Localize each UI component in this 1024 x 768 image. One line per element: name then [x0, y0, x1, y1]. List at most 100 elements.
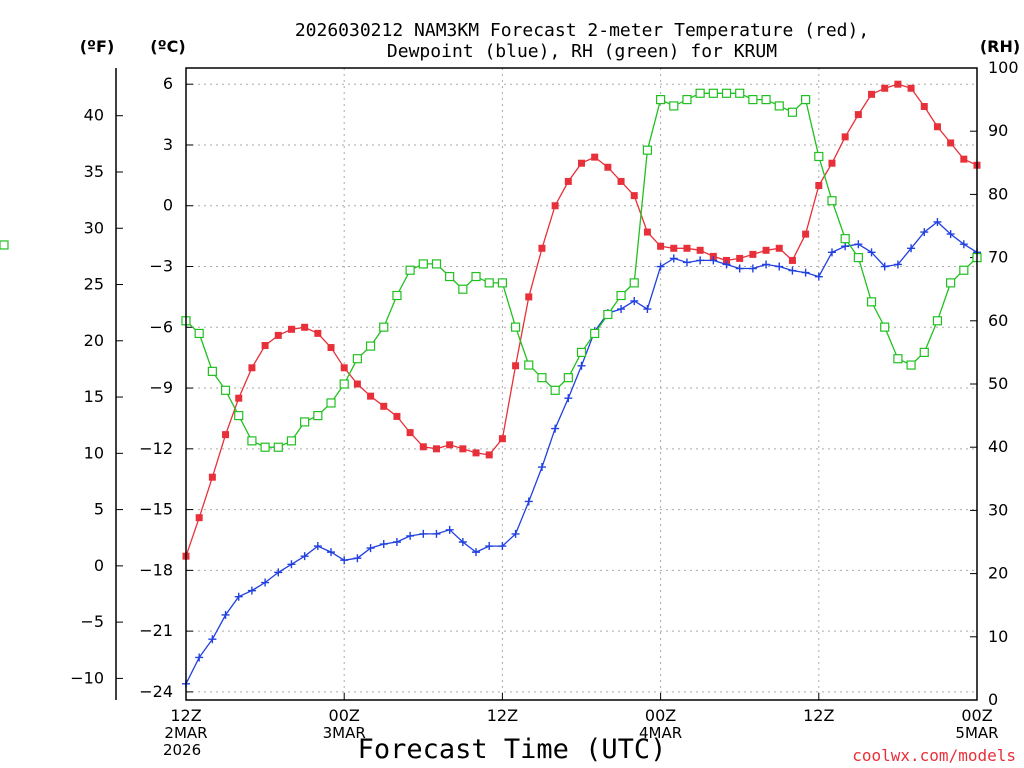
data-point: [392, 538, 401, 546]
x-axis-title: Forecast Time (UTC): [358, 734, 667, 765]
data-point: [327, 548, 336, 557]
data-point: [907, 84, 915, 92]
data-point: [379, 322, 389, 332]
data-point: [854, 240, 863, 249]
data-point: [247, 436, 257, 446]
data-point: [815, 181, 823, 189]
data-point: [853, 253, 863, 263]
data-point: [735, 264, 744, 273]
data-point: [485, 542, 494, 551]
celsius-tick-label: 0: [163, 196, 173, 215]
data-point: [643, 305, 652, 314]
data-point: [774, 101, 784, 111]
chart-title-line-1: 2026030212 NAM3KM Forecast 2-meter Tempe…: [295, 20, 869, 41]
data-point: [314, 329, 322, 337]
data-point: [932, 316, 943, 326]
data-point: [841, 242, 850, 251]
data-point: [498, 435, 506, 443]
celsius-tick-label: −6: [149, 317, 173, 336]
fahrenheit-tick-label: −5: [80, 612, 104, 631]
fahrenheit-tick-label: 30: [84, 218, 104, 237]
data-point: [446, 441, 454, 449]
fahrenheit-tick-label: 5: [94, 500, 104, 519]
data-point: [339, 379, 349, 389]
rh-tick-label: 50: [988, 374, 1008, 393]
data-point: [221, 610, 230, 619]
data-point: [459, 445, 467, 453]
fahrenheit-axis: 40 35 30 25 20 15 10 5 0 −5 −10: [70, 68, 123, 700]
data-point: [722, 260, 731, 269]
rh-tick-label: 40: [988, 437, 1008, 456]
data-point: [788, 256, 796, 264]
data-point: [524, 360, 534, 370]
data-point: [222, 431, 230, 439]
data-point: [735, 88, 745, 98]
data-point: [617, 177, 625, 185]
data-point: [960, 155, 968, 163]
data-point: [642, 145, 653, 155]
fahrenheit-unit-label: (ºF): [80, 37, 115, 56]
credit-label: coolwx.com/models: [852, 746, 1016, 765]
fahrenheit-tick-label: 25: [84, 275, 104, 294]
data-point: [524, 497, 533, 506]
data-point: [669, 254, 678, 263]
data-point: [907, 244, 916, 253]
data-point: [380, 402, 388, 410]
data-point: [761, 94, 771, 105]
data-point: [525, 293, 533, 301]
data-point: [630, 296, 639, 305]
celsius-tick-label: −3: [149, 257, 173, 276]
fahrenheit-tick-label: 10: [84, 443, 104, 462]
data-point: [432, 529, 441, 538]
data-point: [340, 556, 349, 565]
data-point: [643, 228, 651, 236]
data-point: [696, 246, 704, 254]
data-point: [301, 323, 309, 331]
data-point: [419, 529, 428, 538]
data-point: [814, 272, 823, 281]
data-point: [445, 271, 455, 282]
data-point: [300, 552, 309, 561]
fahrenheit-tick-label: 35: [84, 162, 104, 181]
data-point: [208, 635, 217, 644]
rh-unit-label: (RH): [980, 37, 1020, 56]
data-point: [406, 429, 414, 437]
celsius-unit-label: (ºC): [150, 37, 185, 56]
rh-tick-label: 20: [988, 564, 1008, 583]
data-point: [274, 331, 282, 339]
data-point: [683, 244, 691, 252]
data-point: [419, 443, 427, 451]
data-point: [629, 278, 639, 288]
data-point: [630, 192, 638, 200]
rh-tick-label: 80: [988, 184, 1008, 203]
data-point: [379, 540, 388, 549]
data-point: [287, 325, 295, 333]
data-point: [512, 362, 520, 370]
data-point: [551, 202, 559, 210]
data-point: [959, 265, 969, 275]
data-point: [564, 394, 573, 403]
data-point: [762, 260, 771, 269]
chart-title: 2026030212 NAM3KM Forecast 2-meter Tempe…: [295, 20, 869, 62]
data-point: [802, 230, 810, 238]
data-point: [194, 328, 204, 339]
data-point: [709, 256, 718, 265]
data-point: [736, 254, 744, 262]
series-2-meter-temperature: [182, 80, 981, 560]
data-point: [551, 424, 560, 433]
data-point: [604, 163, 612, 171]
data-point: [682, 258, 691, 267]
data-point: [946, 278, 956, 288]
data-point: [195, 514, 203, 522]
data-point: [775, 262, 784, 271]
data-point: [234, 592, 243, 601]
data-point: [827, 248, 836, 257]
fahrenheit-tick-label: 20: [84, 331, 104, 350]
data-point: [708, 88, 718, 98]
data-point: [775, 244, 783, 252]
data-point: [814, 151, 824, 162]
series-line: [185, 92, 978, 448]
time-tick-label: 00Z: [329, 706, 360, 725]
data-point: [616, 290, 626, 301]
